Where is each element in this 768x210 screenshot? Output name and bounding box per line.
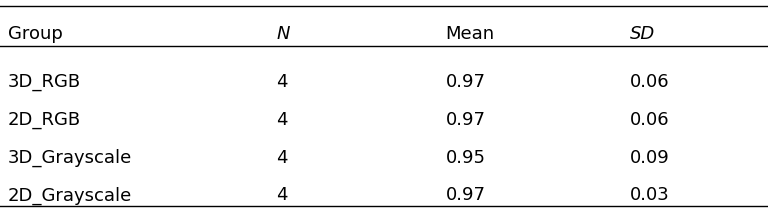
Text: 0.03: 0.03: [630, 186, 670, 205]
Text: 0.97: 0.97: [445, 186, 485, 205]
Text: Mean: Mean: [445, 25, 495, 43]
Text: 2D_Grayscale: 2D_Grayscale: [8, 186, 132, 205]
Text: N: N: [276, 25, 290, 43]
Text: 0.06: 0.06: [630, 111, 670, 129]
Text: 3D_RGB: 3D_RGB: [8, 73, 81, 91]
Text: 0.09: 0.09: [630, 149, 670, 167]
Text: 4: 4: [276, 149, 288, 167]
Text: 2D_RGB: 2D_RGB: [8, 111, 81, 129]
Text: 0.97: 0.97: [445, 111, 485, 129]
Text: 4: 4: [276, 111, 288, 129]
Text: Group: Group: [8, 25, 62, 43]
Text: 4: 4: [276, 73, 288, 91]
Text: 4: 4: [276, 186, 288, 205]
Text: 3D_Grayscale: 3D_Grayscale: [8, 149, 132, 167]
Text: 0.06: 0.06: [630, 73, 670, 91]
Text: 0.97: 0.97: [445, 73, 485, 91]
Text: 0.95: 0.95: [445, 149, 485, 167]
Text: SD: SD: [630, 25, 655, 43]
